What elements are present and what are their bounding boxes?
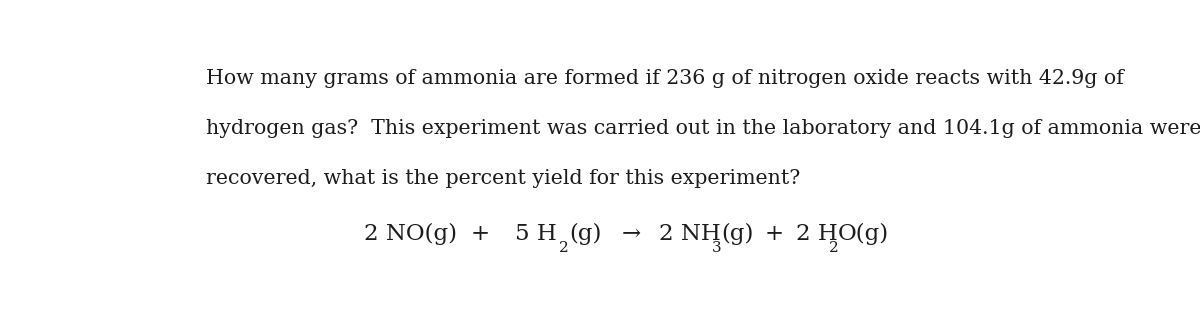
Text: 2 NH: 2 NH [659, 223, 720, 245]
Text: How many grams of ammonia are formed if 236 g of nitrogen oxide reacts with 42.9: How many grams of ammonia are formed if … [206, 69, 1123, 88]
Text: →: → [622, 223, 641, 245]
Text: 3: 3 [712, 241, 721, 255]
Text: 5 H: 5 H [516, 223, 557, 245]
Text: hydrogen gas?  This experiment was carried out in the laboratory and 104.1g of a: hydrogen gas? This experiment was carrie… [206, 119, 1200, 138]
Text: O(g): O(g) [839, 223, 889, 245]
Text: 2 H: 2 H [797, 223, 838, 245]
Text: +: + [470, 223, 490, 245]
Text: (g): (g) [721, 223, 754, 245]
Text: 2 NO(g): 2 NO(g) [364, 223, 457, 245]
Text: (g): (g) [570, 223, 602, 245]
Text: +: + [764, 223, 784, 245]
Text: 2: 2 [829, 241, 839, 255]
Text: recovered, what is the percent yield for this experiment?: recovered, what is the percent yield for… [206, 169, 800, 188]
Text: 2: 2 [559, 241, 569, 255]
